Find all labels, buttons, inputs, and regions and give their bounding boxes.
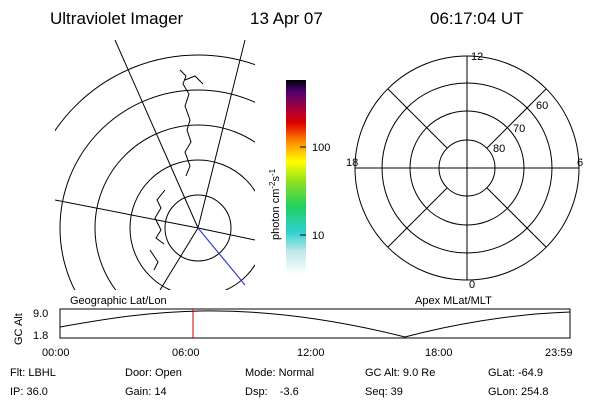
info-field: GC Alt: 9.0 Re	[365, 367, 435, 379]
orbit-y-tick: 9.0	[33, 308, 48, 320]
mlt-label: 12	[471, 51, 483, 63]
mlt-label: 6	[577, 157, 583, 169]
lat-label: 80	[493, 143, 505, 155]
time: 06:17:04 UT	[430, 9, 524, 28]
mlt-label: 0	[469, 279, 475, 291]
colorbar-tick: 100	[312, 142, 330, 154]
info-field: Door: Open	[125, 367, 182, 379]
altitude-curve	[59, 310, 571, 338]
polar-grid	[354, 55, 580, 281]
orbit-x-tick: 00:00	[42, 347, 70, 359]
orbit-x-tick: 06:00	[172, 347, 200, 359]
date: 13 Apr 07	[250, 9, 323, 28]
geo-map	[55, 40, 255, 290]
info-field: Dsp: -3.6	[245, 386, 299, 398]
mlt-label: 18	[346, 157, 358, 169]
colorbar	[286, 80, 306, 275]
colorbar-label: photon cm-2s-1	[268, 168, 282, 240]
orbit-x-tick: 12:00	[297, 347, 325, 359]
title: Ultraviolet Imager	[50, 9, 184, 28]
orbit-y-tick: 1.8	[33, 330, 48, 342]
info-field: Mode: Normal	[245, 367, 314, 379]
orbit-right-label: Apex MLat/MLT	[415, 295, 492, 307]
lat-label: 70	[513, 123, 525, 135]
info-panel: Flt: LBHL Door: Open Mode: Normal GC Alt: 9…	[10, 367, 549, 398]
info-field: Seq: 39	[365, 386, 403, 398]
info-field: Flt: LBHL	[10, 367, 56, 379]
info-field: GLon: 254.8	[488, 386, 549, 398]
orbit-left-label: Geographic Lat/Lon	[70, 295, 167, 307]
orbit-x-tick: 23:59	[545, 347, 573, 359]
info-field: Gain: 14	[125, 386, 167, 398]
orbit-y-label: GC Alt	[13, 313, 25, 345]
orbit-frame	[59, 308, 571, 339]
lat-label: 60	[536, 100, 548, 112]
colorbar-tick: 10	[312, 230, 324, 242]
info-field: IP: 36.0	[10, 386, 48, 398]
orbit-x-tick: 18:00	[425, 347, 453, 359]
info-field: GLat: -64.9	[488, 367, 543, 379]
